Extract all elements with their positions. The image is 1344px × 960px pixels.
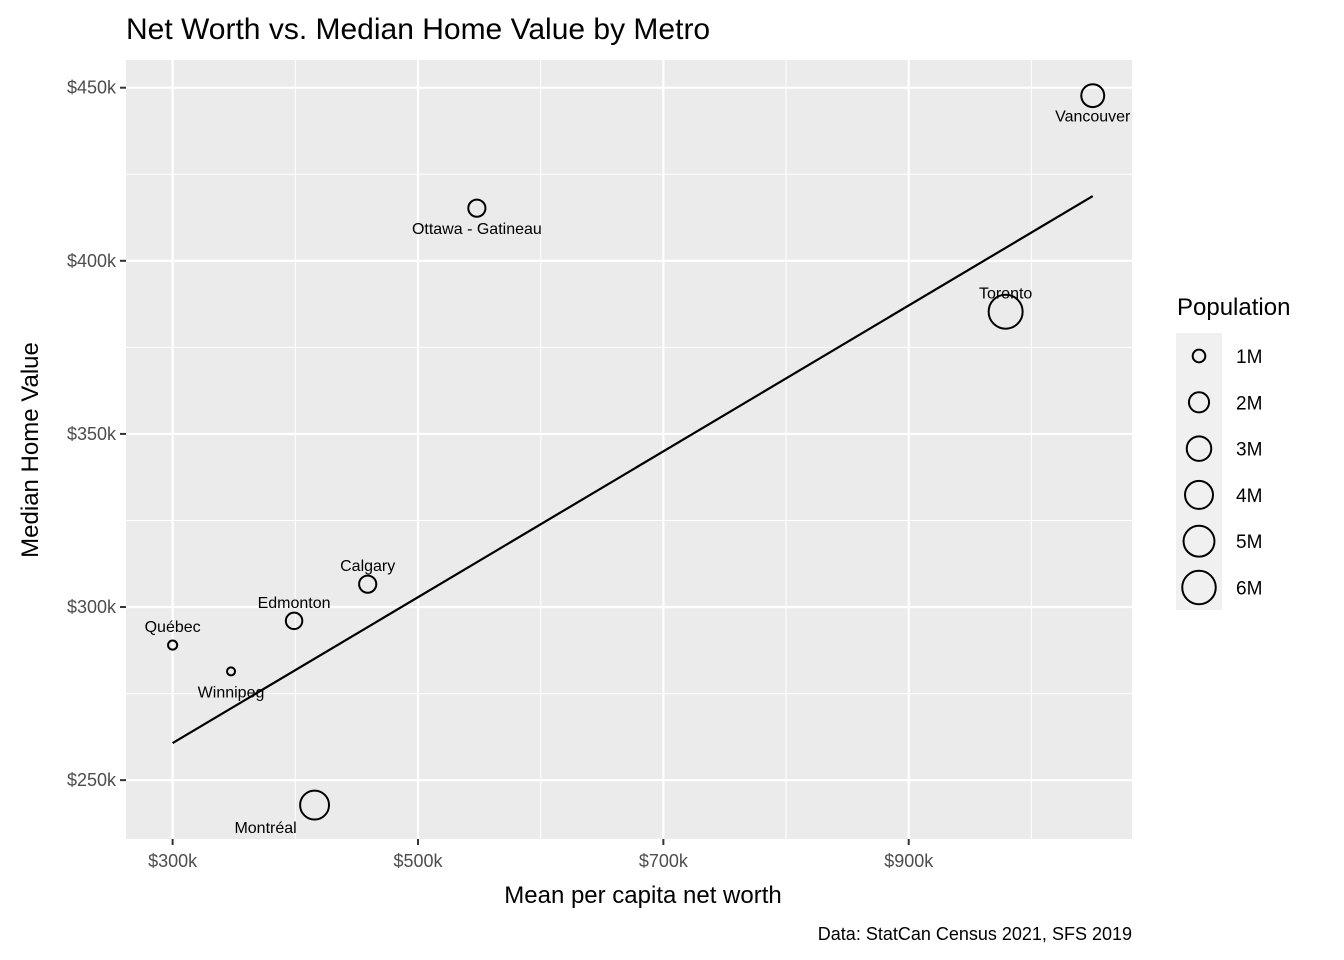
y-axis-label: Median Home Value [17, 342, 44, 558]
legend-title: Population [1177, 294, 1290, 321]
data-point [226, 666, 237, 677]
data-point [358, 574, 378, 594]
legend-label: 3M [1236, 440, 1262, 461]
x-tick-label: $700k [639, 851, 689, 871]
data-marks: Vancouver Ottawa - Gatineau Toronto Calgary… [145, 83, 1131, 837]
point-label: Ottawa - Gatineau [412, 221, 542, 238]
point-label: Montréal [234, 820, 296, 837]
legend-label: 1M [1236, 347, 1262, 368]
caption: Data: StatCan Census 2021, SFS 2019 [818, 924, 1132, 944]
point-label: Winnipeg [198, 684, 265, 701]
y-tick-label: $300k [67, 597, 117, 617]
legend-label: 2M [1236, 393, 1262, 414]
x-tick-label: $900k [884, 851, 934, 871]
chart-title: Net Worth vs. Median Home Value by Metro [126, 13, 710, 46]
point-label: Edmonton [258, 595, 331, 612]
x-axis-label: Mean per capita net worth [504, 882, 782, 909]
legend-key-circle [1181, 569, 1217, 606]
data-point [987, 293, 1024, 330]
point-label: Québec [145, 619, 201, 636]
legend-key-circle [1187, 391, 1211, 414]
x-tick-label: $300k [148, 851, 198, 871]
legend-key-circle [1182, 524, 1216, 558]
legend-key-background [1176, 333, 1222, 610]
data-point [467, 198, 487, 218]
y-tick-label: $250k [67, 770, 117, 790]
x-tick-label: $500k [393, 851, 443, 871]
y-tick-label: $450k [67, 78, 117, 98]
axes: $300k $500k $700k $900k $250k $300k $350k $400k… [67, 78, 934, 871]
legend-key-circle [1184, 479, 1214, 510]
point-label: Calgary [340, 558, 395, 575]
legend: 1M 2M 3M 4M 5M 6M [1181, 347, 1262, 606]
legend-key-circle [1191, 348, 1207, 364]
gridlines [126, 60, 1132, 839]
y-tick-label: $350k [67, 424, 117, 444]
point-label: Toronto [979, 286, 1032, 303]
legend-label: 6M [1236, 579, 1262, 600]
data-point [167, 639, 179, 651]
trend-line [172, 195, 1094, 745]
data-point [284, 611, 304, 631]
plot-panel [126, 60, 1132, 839]
legend-key-circle [1185, 435, 1213, 462]
y-tick-label: $400k [67, 251, 117, 271]
data-point [299, 789, 331, 821]
legend-label: 5M [1236, 532, 1262, 553]
data-point [1080, 83, 1106, 109]
legend-label: 4M [1236, 486, 1262, 507]
point-label: Vancouver [1055, 109, 1131, 126]
